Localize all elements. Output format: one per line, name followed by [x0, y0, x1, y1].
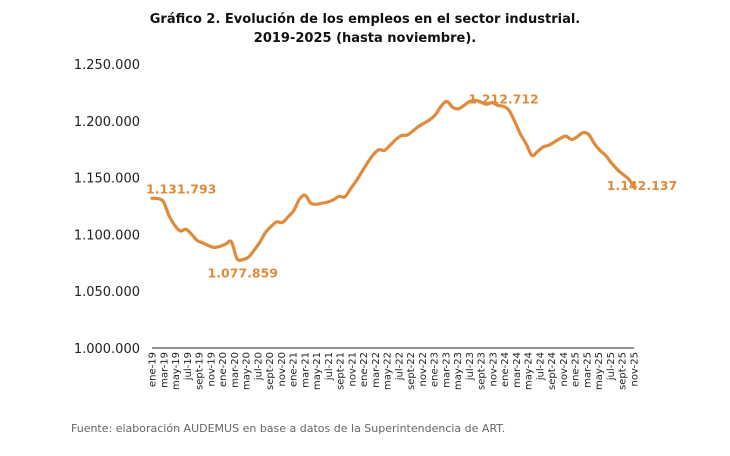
series-group	[150, 98, 636, 263]
y-tick-label: 1.100.000	[74, 228, 140, 243]
y-tick-label: 1.150.000	[74, 172, 140, 187]
x-tick-label: jul-19	[183, 352, 194, 381]
x-tick-label: mar-24	[512, 352, 523, 388]
y-tick-label: 1.200.000	[74, 115, 140, 130]
y-tick-label: 1.250.000	[74, 58, 140, 73]
x-tick-label: jul-25	[606, 352, 617, 381]
x-tick-label: jul-20	[253, 352, 264, 381]
x-tick-label: may-22	[383, 352, 394, 390]
y-tick-label: 1.050.000	[74, 285, 140, 300]
x-tick-label: sept-19	[195, 352, 206, 390]
x-tick-label: nov-24	[559, 352, 570, 386]
x-tick-label: jul-22	[394, 352, 405, 381]
x-tick-label: sept-21	[336, 352, 347, 390]
y-axis: 1.000.000 1.050.000 1.100.000 1.150.000 1.20…	[74, 58, 140, 357]
x-tick-label: ene-21	[289, 352, 300, 387]
x-tick-label: ene-20	[218, 352, 229, 387]
x-tick-label: nov-23	[488, 352, 499, 386]
chart-title-line-2: 2019-2025 (hasta noviembre).	[253, 31, 477, 46]
x-tick-label: jul-21	[324, 352, 335, 381]
x-tick-label: may-20	[242, 352, 253, 390]
x-tick-label: mar-25	[582, 352, 593, 388]
y-tick-label: 1.000.000	[74, 342, 140, 357]
source-note: Fuente: elaboración AUDEMUS en base a da…	[71, 422, 506, 435]
x-tick-label: mar-21	[300, 352, 311, 388]
x-tick-label: nov-21	[347, 352, 358, 386]
x-tick-label: nov-22	[418, 352, 429, 386]
x-tick-label: jul-23	[465, 352, 476, 381]
x-tick-label: ene-24	[500, 352, 511, 387]
x-tick-label: sept-25	[618, 352, 629, 390]
x-tick-label: sept-24	[547, 352, 558, 390]
x-tick-label: ene-23	[430, 352, 441, 387]
employment-series-line	[150, 98, 636, 263]
data-label: 1.131.793	[146, 181, 216, 196]
x-tick-label: may-19	[171, 352, 182, 390]
chart-title-line-1: Gráfico 2. Evolución de los empleos en e…	[149, 12, 581, 27]
x-tick-label: jul-24	[535, 352, 546, 381]
x-tick-label: sept-20	[265, 352, 276, 390]
x-tick-label: may-25	[594, 352, 605, 390]
x-tick-label: ene-25	[571, 352, 582, 387]
x-tick-label: may-21	[312, 352, 323, 390]
x-tick-label: ene-19	[148, 352, 159, 387]
x-tick-label: may-23	[453, 352, 464, 390]
x-tick-label: ene-22	[359, 352, 370, 387]
data-labels: 1.131.793 1.077.859 1.212.712 1.142.137	[146, 91, 677, 280]
x-tick-label: nov-25	[630, 352, 641, 386]
x-tick-label: nov-19	[206, 352, 217, 386]
data-label: 1.142.137	[607, 178, 677, 193]
x-axis: ene-19 mar-19 may-19 jul-19 sept-19 nov-19 ene…	[148, 347, 641, 390]
x-tick-label: may-24	[524, 352, 535, 390]
x-tick-label: mar-20	[230, 352, 241, 388]
data-label: 1.077.859	[208, 266, 278, 281]
chart-title: Gráfico 2. Evolución de los empleos en e…	[0, 10, 730, 48]
x-tick-label: mar-22	[371, 352, 382, 388]
data-label: 1.212.712	[468, 91, 538, 106]
x-tick-label: mar-23	[441, 352, 452, 388]
x-tick-label: mar-19	[159, 352, 170, 388]
x-tick-label: nov-20	[277, 352, 288, 386]
x-tick-label: sept-23	[477, 352, 488, 390]
x-tick-label: sept-22	[406, 352, 417, 390]
